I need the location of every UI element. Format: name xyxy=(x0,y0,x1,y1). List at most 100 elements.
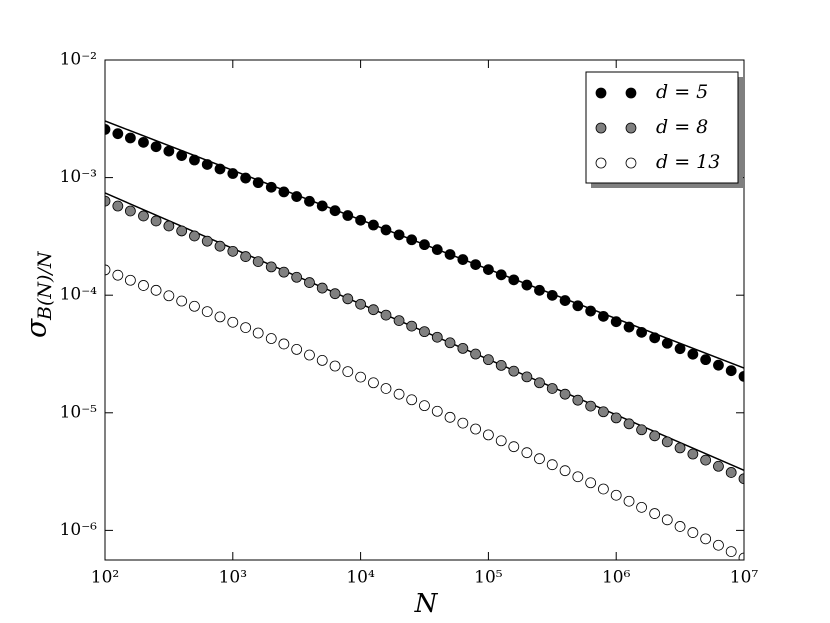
data-point xyxy=(201,159,213,170)
data-point xyxy=(138,280,149,291)
legend-label: d = 13 xyxy=(656,151,720,173)
x-tick-label: 10⁵ xyxy=(474,568,503,588)
data-point xyxy=(291,343,303,355)
data-point xyxy=(700,454,712,466)
data-point xyxy=(240,322,252,334)
data-point xyxy=(342,366,354,378)
data-point xyxy=(687,348,699,360)
data-point xyxy=(278,186,290,198)
data-point xyxy=(636,501,647,513)
data-point xyxy=(316,354,328,366)
data-point xyxy=(431,331,443,343)
legend-marker xyxy=(595,87,607,99)
x-tick-label: 10⁷ xyxy=(730,568,759,588)
data-point xyxy=(406,320,418,332)
data-point xyxy=(649,430,661,442)
data-point xyxy=(457,417,469,429)
data-point xyxy=(329,360,341,372)
x-tick-label: 10⁴ xyxy=(346,568,375,588)
data-point xyxy=(610,412,622,424)
data-point xyxy=(201,306,213,318)
data-point xyxy=(316,200,328,212)
data-point xyxy=(661,436,673,448)
data-point xyxy=(150,215,162,227)
data-point xyxy=(112,269,124,281)
data-point xyxy=(278,266,290,278)
data-point xyxy=(112,128,124,140)
data-point xyxy=(495,359,507,371)
data-point xyxy=(444,411,456,423)
data-point xyxy=(444,337,456,349)
data-point xyxy=(355,298,367,310)
legend-label: d = 8 xyxy=(656,116,708,138)
data-point xyxy=(419,400,430,412)
data-point xyxy=(124,274,136,286)
y-tick-label: 10⁻³ xyxy=(60,167,97,187)
data-point xyxy=(738,370,744,382)
data-point xyxy=(700,354,712,366)
data-point xyxy=(329,205,341,217)
data-point xyxy=(725,365,737,377)
data-point xyxy=(380,309,392,321)
data-point xyxy=(406,394,418,406)
x-tick-label: 10³ xyxy=(219,568,247,588)
data-point xyxy=(495,435,507,447)
data-point xyxy=(380,383,392,394)
data-point xyxy=(316,282,328,294)
data-point xyxy=(674,521,686,532)
data-point xyxy=(138,136,149,148)
data-point xyxy=(725,546,737,558)
data-point xyxy=(610,489,622,501)
y-axis-label: σ B(N)/N xyxy=(20,250,57,338)
data-point xyxy=(265,181,277,193)
data-point xyxy=(713,359,724,371)
legend-label: d = 5 xyxy=(656,81,708,103)
data-point xyxy=(355,214,367,226)
data-point xyxy=(508,274,520,286)
data-point xyxy=(278,338,290,350)
data-point xyxy=(124,132,136,144)
data-point xyxy=(419,239,430,251)
data-point xyxy=(674,343,686,355)
data-point xyxy=(674,442,686,454)
x-tick-label: 10⁶ xyxy=(602,568,631,588)
data-point xyxy=(329,288,341,300)
legend-marker xyxy=(625,87,637,99)
data-point xyxy=(105,264,111,276)
data-point xyxy=(163,145,175,157)
data-point xyxy=(150,284,162,296)
legend-marker xyxy=(625,157,637,169)
data-point xyxy=(105,195,111,207)
data-point xyxy=(546,459,558,471)
data-point xyxy=(482,264,494,276)
data-point xyxy=(534,377,545,389)
data-point xyxy=(240,251,252,262)
data-point xyxy=(304,277,315,288)
data-point xyxy=(610,316,622,328)
data-point xyxy=(713,460,724,472)
data-point xyxy=(713,539,724,551)
data-point xyxy=(521,371,533,383)
data-point xyxy=(597,406,609,418)
data-point xyxy=(189,230,200,242)
data-point xyxy=(623,495,635,507)
plot-frame xyxy=(104,59,745,561)
data-point xyxy=(265,333,277,344)
data-point xyxy=(419,326,430,338)
data-point xyxy=(687,527,699,538)
data-point xyxy=(265,261,277,273)
data-point xyxy=(368,377,379,389)
data-point xyxy=(508,365,520,377)
data-point xyxy=(521,447,533,459)
data-point xyxy=(163,290,175,302)
data-point xyxy=(304,195,315,207)
y-tick-label: 10⁻⁴ xyxy=(60,285,98,305)
data-point xyxy=(559,465,571,477)
data-point xyxy=(559,388,571,400)
data-point xyxy=(112,200,124,212)
data-point xyxy=(738,473,744,485)
data-point xyxy=(227,245,239,257)
data-point xyxy=(227,316,239,328)
data-point xyxy=(572,394,584,406)
